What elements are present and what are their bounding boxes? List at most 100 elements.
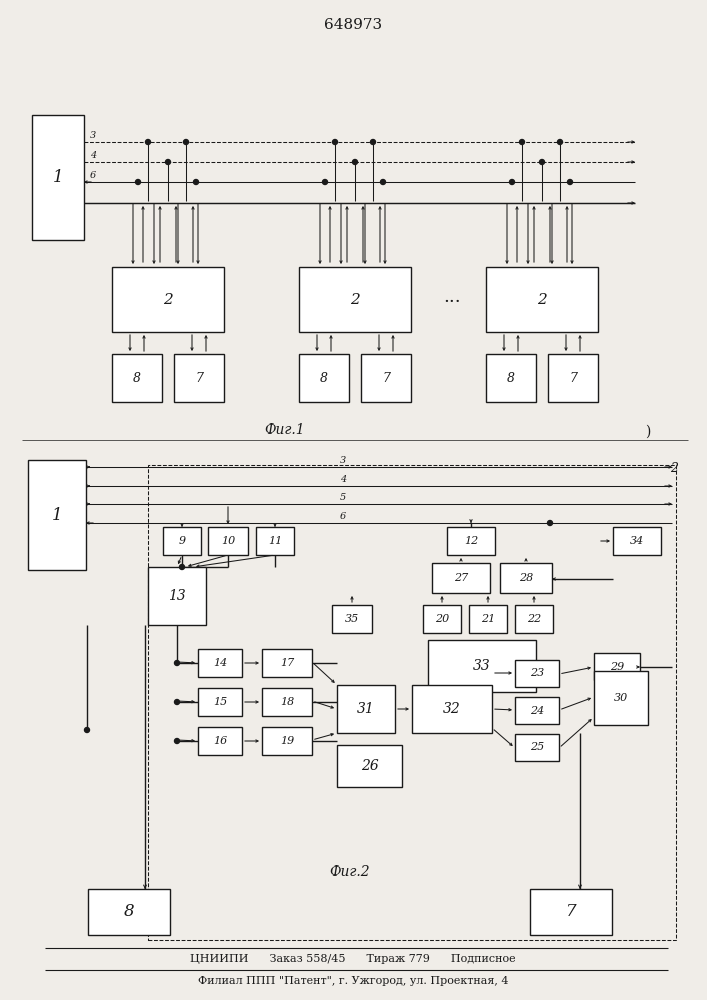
Text: 26: 26 xyxy=(361,759,378,773)
Bar xyxy=(515,660,559,687)
Bar xyxy=(500,563,552,593)
Bar xyxy=(337,685,395,733)
Text: 7: 7 xyxy=(382,371,390,384)
Bar xyxy=(198,688,242,716)
Text: Филиал ППП "Патент", г. Ужгород, ул. Проектная, 4: Филиал ППП "Патент", г. Ужгород, ул. Про… xyxy=(198,976,508,986)
Circle shape xyxy=(180,564,185,570)
Text: 8: 8 xyxy=(320,371,328,384)
Text: 33: 33 xyxy=(473,659,491,673)
Bar xyxy=(208,527,248,555)
Bar xyxy=(112,267,224,332)
Bar xyxy=(432,563,490,593)
Circle shape xyxy=(85,728,90,732)
Text: 3: 3 xyxy=(90,131,96,140)
Circle shape xyxy=(184,139,189,144)
Bar xyxy=(548,354,598,402)
Text: 14: 14 xyxy=(213,658,227,668)
Text: 19: 19 xyxy=(280,736,294,746)
Bar xyxy=(412,685,492,733)
Bar xyxy=(163,527,201,555)
Bar xyxy=(515,697,559,724)
Text: 23: 23 xyxy=(530,668,544,678)
Circle shape xyxy=(165,159,170,164)
Text: 8: 8 xyxy=(133,371,141,384)
Circle shape xyxy=(146,139,151,144)
Bar xyxy=(361,354,411,402)
Circle shape xyxy=(380,180,385,184)
Bar xyxy=(148,567,206,625)
Text: 2: 2 xyxy=(163,292,173,306)
Text: 648973: 648973 xyxy=(324,18,382,32)
Circle shape xyxy=(136,180,141,184)
Bar xyxy=(32,115,84,240)
Text: ...: ... xyxy=(443,288,461,306)
Bar xyxy=(515,734,559,761)
Circle shape xyxy=(194,180,199,184)
Bar xyxy=(428,640,536,692)
Text: 16: 16 xyxy=(213,736,227,746)
Bar xyxy=(594,671,648,725)
Circle shape xyxy=(539,159,544,164)
Circle shape xyxy=(175,738,180,744)
Bar xyxy=(262,649,312,677)
Bar xyxy=(112,354,162,402)
Text: 7: 7 xyxy=(195,371,203,384)
Bar xyxy=(530,889,612,935)
Circle shape xyxy=(353,159,358,164)
Text: 6: 6 xyxy=(340,512,346,521)
Text: 21: 21 xyxy=(481,614,495,624)
Text: 12: 12 xyxy=(464,536,478,546)
Circle shape xyxy=(510,180,515,184)
Text: 18: 18 xyxy=(280,697,294,707)
Text: 2: 2 xyxy=(350,292,360,306)
Text: 34: 34 xyxy=(630,536,644,546)
Circle shape xyxy=(568,180,573,184)
Bar xyxy=(256,527,294,555)
Text: ЦНИИПИ      Заказ 558/45      Тираж 779      Подписное: ЦНИИПИ Заказ 558/45 Тираж 779 Подписное xyxy=(190,954,516,964)
Text: 29: 29 xyxy=(610,662,624,672)
Text: 35: 35 xyxy=(345,614,359,624)
Text: ): ) xyxy=(645,425,650,439)
Text: 25: 25 xyxy=(530,742,544,752)
Circle shape xyxy=(322,180,327,184)
Text: 2: 2 xyxy=(670,462,678,475)
Bar xyxy=(594,653,640,680)
Bar xyxy=(469,605,507,633)
Circle shape xyxy=(175,660,180,666)
Bar xyxy=(299,354,349,402)
Text: 1: 1 xyxy=(52,506,62,524)
Circle shape xyxy=(332,139,337,144)
Bar xyxy=(447,527,495,555)
Bar xyxy=(486,354,536,402)
Bar xyxy=(486,267,598,332)
Text: 9: 9 xyxy=(178,536,185,546)
Text: 7: 7 xyxy=(569,371,577,384)
Bar xyxy=(88,889,170,935)
Circle shape xyxy=(520,139,525,144)
Text: 22: 22 xyxy=(527,614,541,624)
Text: 4: 4 xyxy=(90,151,96,160)
Bar xyxy=(515,605,553,633)
Text: 30: 30 xyxy=(614,693,628,703)
Text: Фиг.2: Фиг.2 xyxy=(329,865,370,879)
Text: 1: 1 xyxy=(53,169,64,186)
Text: 2: 2 xyxy=(537,292,547,306)
Bar xyxy=(148,465,676,940)
Bar xyxy=(332,605,372,633)
Text: 7: 7 xyxy=(566,904,576,920)
Bar xyxy=(613,527,661,555)
Text: 32: 32 xyxy=(443,702,461,716)
Text: 15: 15 xyxy=(213,697,227,707)
Bar xyxy=(198,649,242,677)
Bar xyxy=(174,354,224,402)
Text: 8: 8 xyxy=(124,904,134,920)
Text: 3: 3 xyxy=(340,456,346,465)
Bar xyxy=(262,727,312,755)
Text: 13: 13 xyxy=(168,589,186,603)
Circle shape xyxy=(547,520,552,526)
Text: 24: 24 xyxy=(530,706,544,716)
Text: 8: 8 xyxy=(507,371,515,384)
Bar xyxy=(337,745,402,787)
Text: 11: 11 xyxy=(268,536,282,546)
Circle shape xyxy=(558,139,563,144)
